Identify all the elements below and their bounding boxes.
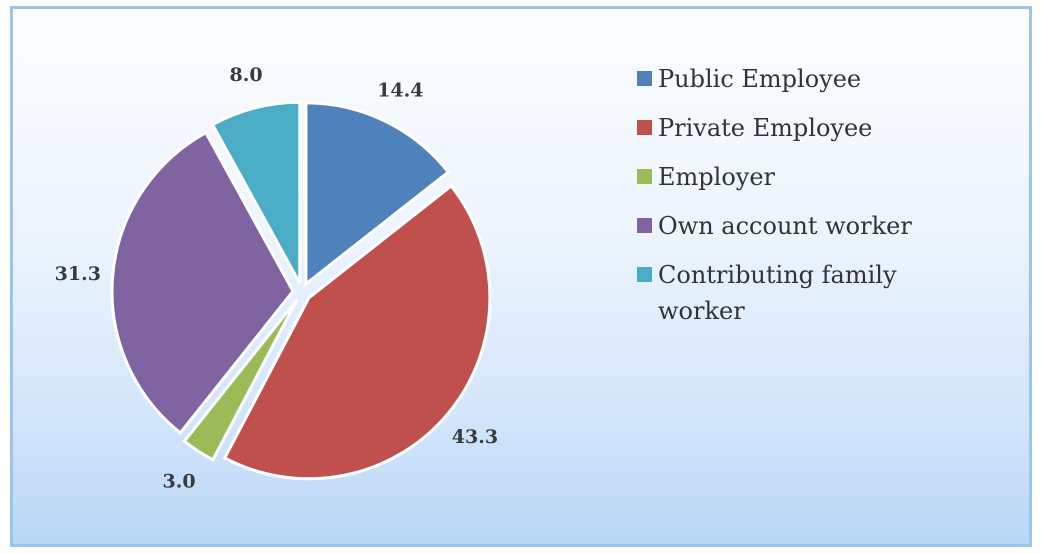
pie-slice-contributing-family-worker <box>210 100 302 285</box>
legend-label: Public Employee <box>658 65 862 93</box>
legend-item-public-employee: Public Employee <box>637 61 1027 97</box>
legend-label: Private Employee <box>658 114 873 142</box>
data-label-public-employee: 14.4 <box>377 80 423 102</box>
legend-item-contributing-family-worker: Contributing family worker <box>637 257 1027 329</box>
legend-swatch <box>637 71 652 86</box>
pie-slice-public-employee <box>304 101 451 287</box>
legend-item-private-employee: Private Employee <box>637 110 1027 146</box>
legend-label: Employer <box>658 163 775 191</box>
legend-swatch <box>637 218 652 233</box>
legend-item-employer: Employer <box>637 159 1027 195</box>
legend-swatch <box>637 169 652 184</box>
data-label-own-account-worker: 31.3 <box>55 263 101 285</box>
pie-slice-employer <box>182 298 299 462</box>
legend: Public Employee Private Employee Employer O… <box>637 61 1027 342</box>
pie-chart: 14.4 43.3 3.0 31.3 8.0 <box>55 64 498 492</box>
chart-area: 14.4 43.3 3.0 31.3 8.0 Public Employee Privat… <box>10 6 1032 547</box>
data-label-employer: 3.0 <box>163 470 196 492</box>
data-label-contributing-family-worker: 8.0 <box>230 64 263 86</box>
pie-slice-own-account-worker <box>110 130 295 435</box>
legend-swatch <box>637 120 652 135</box>
pie-slice-private-employee <box>222 183 492 481</box>
legend-label: Contributing family worker <box>658 261 897 325</box>
legend-label: Own account worker <box>658 212 912 240</box>
data-label-private-employee: 43.3 <box>452 426 498 448</box>
legend-item-own-account-worker: Own account worker <box>637 208 1027 244</box>
legend-swatch <box>637 267 652 282</box>
